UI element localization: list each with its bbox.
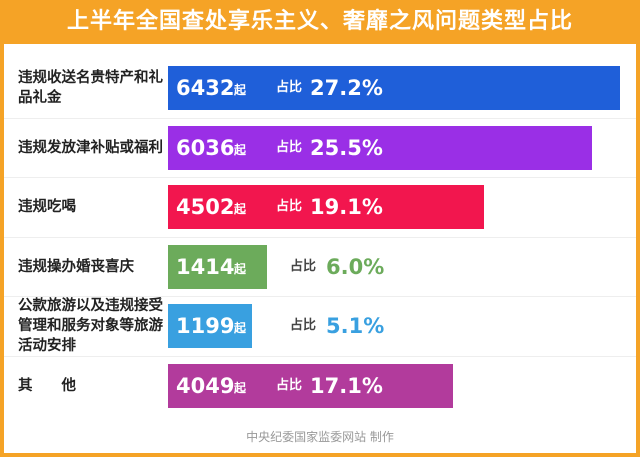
- value-label: 4049: [176, 373, 235, 398]
- share-caption: 占比: [276, 80, 303, 95]
- bar: [168, 125, 593, 170]
- bar: [168, 185, 485, 229]
- category-label: 违规操办婚丧喜庆: [18, 258, 134, 275]
- bar: [168, 363, 453, 408]
- unit-label: 起: [234, 261, 247, 276]
- value-label: 6432: [176, 76, 235, 100]
- unit-label: 起: [234, 380, 247, 395]
- category-label: 其 他: [18, 377, 76, 394]
- source-note: 中央纪委国家监委网站 制作: [246, 430, 394, 444]
- value-label: 1199: [176, 314, 235, 338]
- share-label: 19.1%: [310, 195, 383, 219]
- bar: [168, 244, 268, 289]
- row-separator: [4, 236, 636, 238]
- row-separator: [4, 177, 636, 178]
- unit-label: 起: [234, 202, 247, 216]
- value-label: 6036: [176, 135, 235, 160]
- share-caption: 占比: [290, 318, 317, 333]
- value-label: 4502: [176, 195, 235, 219]
- share-caption: 占比: [276, 377, 303, 393]
- share-label: 25.5%: [310, 135, 383, 160]
- bar: [168, 66, 620, 110]
- value-label: 1414: [176, 254, 235, 279]
- share-caption: 占比: [276, 139, 303, 155]
- share-label: 27.2%: [310, 76, 383, 100]
- share-label: 6.0%: [326, 254, 385, 279]
- unit-label: 起: [234, 142, 247, 157]
- category-label: 公款旅游以及违规接受管理和服务对象等旅游活动安排: [18, 298, 163, 354]
- category-label: 违规发放津补贴或福利: [18, 139, 163, 156]
- row-separator: [4, 296, 636, 297]
- unit-label: 起: [234, 321, 247, 335]
- category-label: 违规吃喝: [18, 199, 76, 215]
- category-label: 违规收送名贵特产和礼品礼金: [18, 70, 163, 106]
- share-caption: 占比: [276, 199, 303, 214]
- share-label: 5.1%: [326, 314, 385, 338]
- unit-label: 起: [234, 83, 247, 97]
- bar: [168, 304, 253, 348]
- row-separator: [4, 117, 636, 119]
- chart-title: 上半年全国查处享乐主义、奢靡之风问题类型占比: [4, 0, 636, 44]
- share-caption: 占比: [290, 258, 317, 274]
- share-label: 17.1%: [310, 373, 383, 398]
- row-separator: [4, 355, 636, 357]
